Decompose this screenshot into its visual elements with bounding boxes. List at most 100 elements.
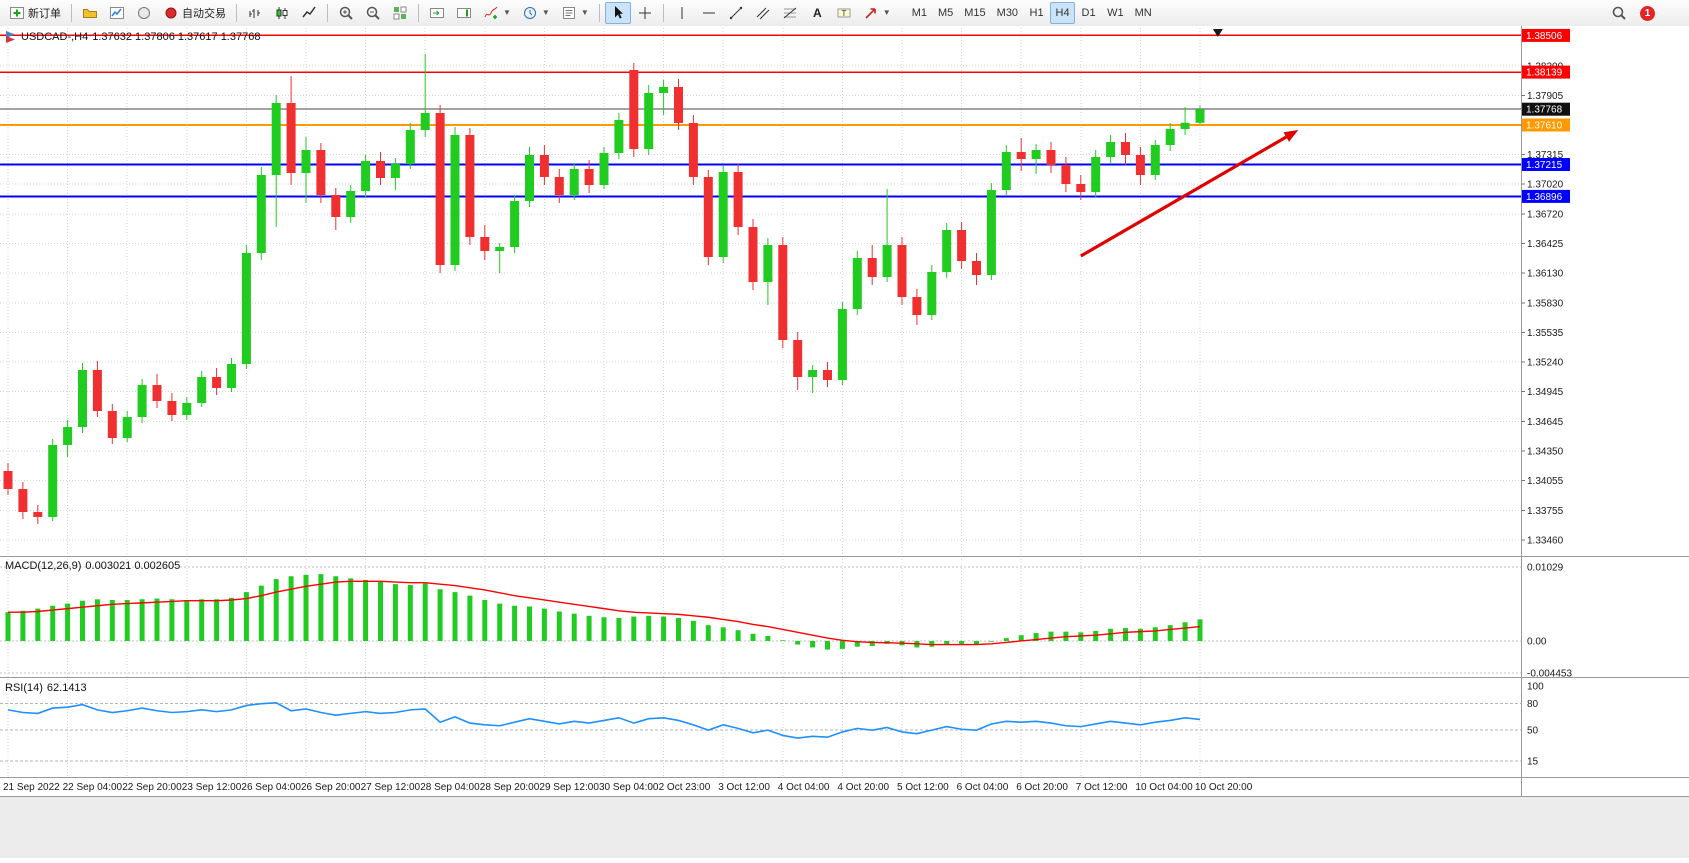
chevron-down-icon: ▼: [503, 8, 511, 17]
date-axis-label: 4 Oct 20:00: [837, 782, 889, 793]
candle: [1001, 152, 1011, 190]
auto-scroll-button[interactable]: [424, 2, 450, 24]
timeframe-button-h4[interactable]: H4: [1050, 2, 1076, 24]
svg-text:T: T: [841, 9, 846, 18]
cursor-tool-button[interactable]: [604, 2, 631, 24]
chart-window: 1.382001.379051.376101.373151.370201.367…: [0, 26, 1689, 858]
market-watch-icon: [110, 7, 124, 19]
timeframe-button-d1[interactable]: D1: [1076, 2, 1101, 24]
candlestick-mode-button[interactable]: [269, 2, 295, 24]
trendline-icon: [729, 6, 742, 20]
candle: [92, 370, 102, 411]
chart-shift-icon: [457, 8, 471, 18]
candle: [152, 385, 162, 401]
tile-windows-button[interactable]: [387, 2, 413, 24]
toolbar-separator: [662, 4, 664, 22]
trendline-tool-button[interactable]: [723, 2, 749, 24]
candle: [912, 297, 922, 315]
autotrading-button[interactable]: 自动交易: [158, 2, 231, 24]
candle: [837, 309, 847, 380]
axis-layer: 1.382001.379051.376101.373151.370201.367…: [3, 28, 1572, 793]
profiles-button[interactable]: [77, 2, 103, 24]
text-label-tool-button[interactable]: T: [831, 2, 857, 24]
date-axis-label: 4 Oct 04:00: [778, 782, 830, 793]
bar-chart-mode-button[interactable]: [242, 2, 268, 24]
candle: [361, 161, 371, 191]
chart-shift-button[interactable]: [451, 2, 477, 24]
candle: [63, 427, 73, 445]
candle: [808, 370, 818, 377]
rsi-axis-label: 100: [1527, 682, 1544, 693]
notification-badge[interactable]: 1: [1640, 5, 1655, 21]
date-axis-label: 30 Sep 04:00: [599, 782, 659, 793]
date-axis-label: 22 Sep 20:00: [122, 782, 182, 793]
horizontal-line-icon: [702, 12, 715, 14]
candle: [48, 445, 58, 517]
date-axis-label: 5 Oct 12:00: [897, 782, 949, 793]
candle: [1016, 152, 1026, 159]
rsi-axis-label: 15: [1527, 757, 1539, 768]
price-axis-label: 1.34350: [1527, 447, 1564, 458]
templates-icon: [562, 7, 575, 19]
candle: [674, 87, 683, 123]
data-window-button[interactable]: [131, 2, 157, 24]
text-tool-button[interactable]: A: [804, 2, 830, 24]
support-line-upper-label-bg: [1522, 158, 1570, 171]
price-line-label: 1.37215: [1526, 160, 1563, 171]
date-axis-label: 6 Oct 04:00: [957, 782, 1009, 793]
date-axis-label: 28 Sep 04:00: [420, 782, 480, 793]
chevron-down-icon: ▼: [580, 8, 589, 17]
toolbar-right-group: 1: [1606, 2, 1655, 24]
line-chart-mode-button[interactable]: [296, 2, 322, 24]
cursor-icon: [614, 6, 623, 19]
search-button[interactable]: [1606, 2, 1632, 24]
candle: [510, 201, 520, 247]
candle: [1091, 157, 1101, 192]
price-axis-label: 1.37315: [1527, 150, 1564, 161]
market-watch-button[interactable]: [104, 2, 130, 24]
timeframe-button-h1[interactable]: H1: [1024, 2, 1049, 24]
candle: [271, 103, 281, 175]
profiles-icon: [83, 9, 97, 18]
candle: [1121, 142, 1130, 155]
indicators-button[interactable]: ▼: [478, 2, 516, 24]
candle: [1195, 109, 1205, 123]
candle: [1150, 145, 1160, 175]
templates-button[interactable]: ▼: [556, 2, 594, 24]
candle: [122, 417, 132, 438]
top-price-marker[interactable]: [1212, 29, 1223, 37]
candle: [420, 113, 430, 130]
candle: [1106, 142, 1116, 157]
timeframe-button-m30[interactable]: M30: [992, 2, 1023, 24]
horizontal-line-tool-button[interactable]: [696, 2, 722, 24]
price-line-label: 1.37768: [1526, 105, 1563, 116]
chart-canvas[interactable]: 1.382001.379051.376101.373151.370201.367…: [0, 26, 1689, 858]
zoom-in-button[interactable]: [333, 2, 359, 24]
vertical-line-tool-button[interactable]: [669, 2, 695, 24]
toolbar-separator: [418, 4, 419, 22]
hlines-layer: [0, 34, 1521, 198]
price-axis-label: 1.36425: [1527, 239, 1564, 250]
zoom-out-button[interactable]: [360, 2, 386, 24]
toolbar-separator: [71, 4, 72, 22]
trend-arrow-annotation[interactable]: [1079, 130, 1299, 258]
periods-button[interactable]: ▼: [517, 2, 555, 24]
timeframe-button-w1[interactable]: W1: [1102, 2, 1129, 24]
arrows-tool-button[interactable]: ▼: [858, 2, 896, 24]
channel-tool-button[interactable]: [750, 2, 776, 24]
channel-icon: [756, 7, 770, 20]
candle: [867, 258, 877, 277]
candle: [599, 153, 609, 185]
crosshair-tool-button[interactable]: [632, 2, 658, 24]
timeframe-button-mn[interactable]: MN: [1130, 2, 1157, 24]
timeframe-button-m1[interactable]: M1: [907, 2, 932, 24]
bottom-strip: [0, 797, 1689, 858]
price-axis-label: 1.34055: [1527, 476, 1564, 487]
svg-text:A: A: [813, 6, 822, 20]
timeframe-button-m15[interactable]: M15: [959, 2, 990, 24]
timeframe-button-m5[interactable]: M5: [933, 2, 958, 24]
new-order-button[interactable]: 新订单: [4, 2, 66, 24]
fibonacci-tool-button[interactable]: [777, 2, 803, 24]
clock-icon: [523, 7, 536, 19]
resistance-line-upper-label-bg: [1522, 28, 1570, 42]
